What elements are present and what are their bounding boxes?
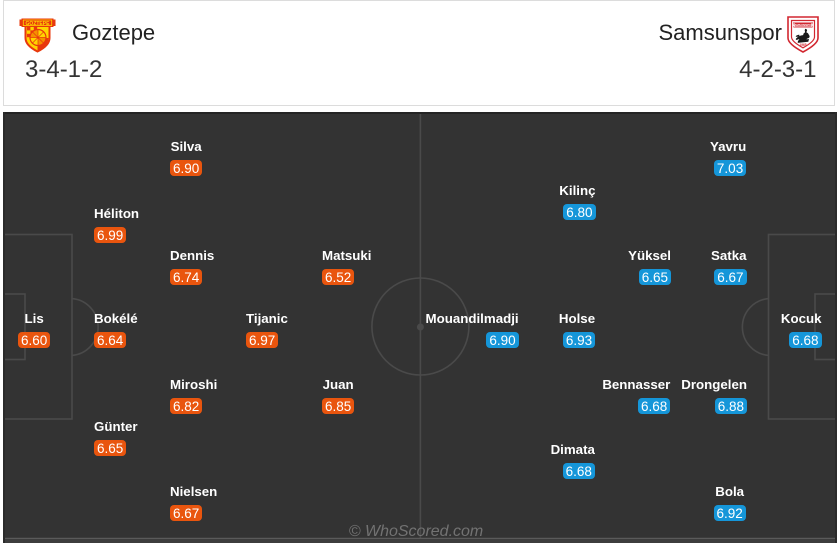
svg-text:GÖZTEPE: GÖZTEPE: [26, 20, 51, 27]
svg-text:1965: 1965: [799, 43, 806, 47]
svg-text:SAMSUNSPOR: SAMSUNSPOR: [792, 23, 814, 27]
